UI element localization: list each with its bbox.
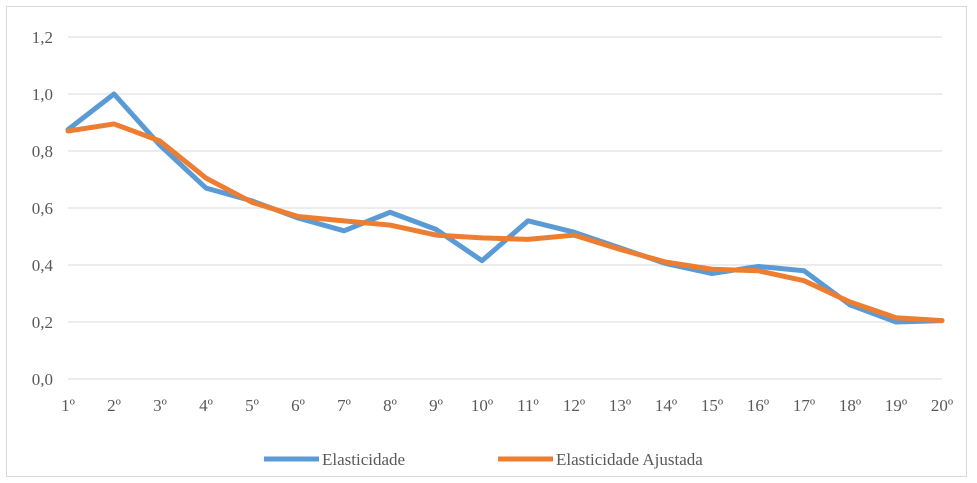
- x-tick-label: 12º: [563, 396, 585, 415]
- x-tick-label: 11º: [517, 396, 539, 415]
- x-tick-label: 2º: [107, 396, 121, 415]
- legend-label-1: Elasticidade: [322, 450, 405, 469]
- x-tick-label: 19º: [885, 396, 907, 415]
- y-tick-label: 0,8: [32, 142, 53, 161]
- series-line-2: [65, 121, 945, 324]
- legend: Elasticidade Elasticidade Ajustada: [264, 450, 703, 469]
- x-axis-ticks: 1º 2º 3º 4º 5º 6º 7º 8º 9º 10º 11º 12º 13º 14º 15º 16º 1…: [61, 396, 953, 415]
- gridlines: [68, 36, 942, 323]
- y-tick-label: 1,2: [32, 28, 53, 47]
- x-tick-label: 8º: [383, 396, 397, 415]
- x-tick-label: 3º: [153, 396, 167, 415]
- x-tick-label: 16º: [747, 396, 769, 415]
- y-tick-label: 0,2: [32, 313, 53, 332]
- y-tick-label: 0,0: [32, 370, 53, 389]
- x-tick-label: 20º: [931, 396, 953, 415]
- x-tick-label: 13º: [609, 396, 631, 415]
- plot-series: [65, 91, 945, 325]
- x-tick-label: 4º: [199, 396, 213, 415]
- x-tick-label: 18º: [839, 396, 861, 415]
- x-tick-label: 17º: [793, 396, 815, 415]
- y-tick-label: 0,4: [32, 256, 54, 275]
- chart-area: [6, 6, 967, 477]
- x-tick-label: 6º: [291, 396, 305, 415]
- x-tick-label: 9º: [429, 396, 443, 415]
- x-tick-label: 15º: [701, 396, 723, 415]
- x-tick-label: 1º: [61, 396, 75, 415]
- y-axis-ticks: 0,0 0,2 0,4 0,6 0,8 1,0 1,2: [32, 28, 54, 389]
- x-tick-label: 5º: [245, 396, 259, 415]
- x-tick-label: 10º: [471, 396, 493, 415]
- y-tick-label: 1,0: [32, 85, 53, 104]
- x-tick-label: 14º: [655, 396, 677, 415]
- legend-label-2: Elasticidade Ajustada: [556, 450, 703, 469]
- x-tick-label: 7º: [337, 396, 351, 415]
- y-tick-label: 0,6: [32, 199, 53, 218]
